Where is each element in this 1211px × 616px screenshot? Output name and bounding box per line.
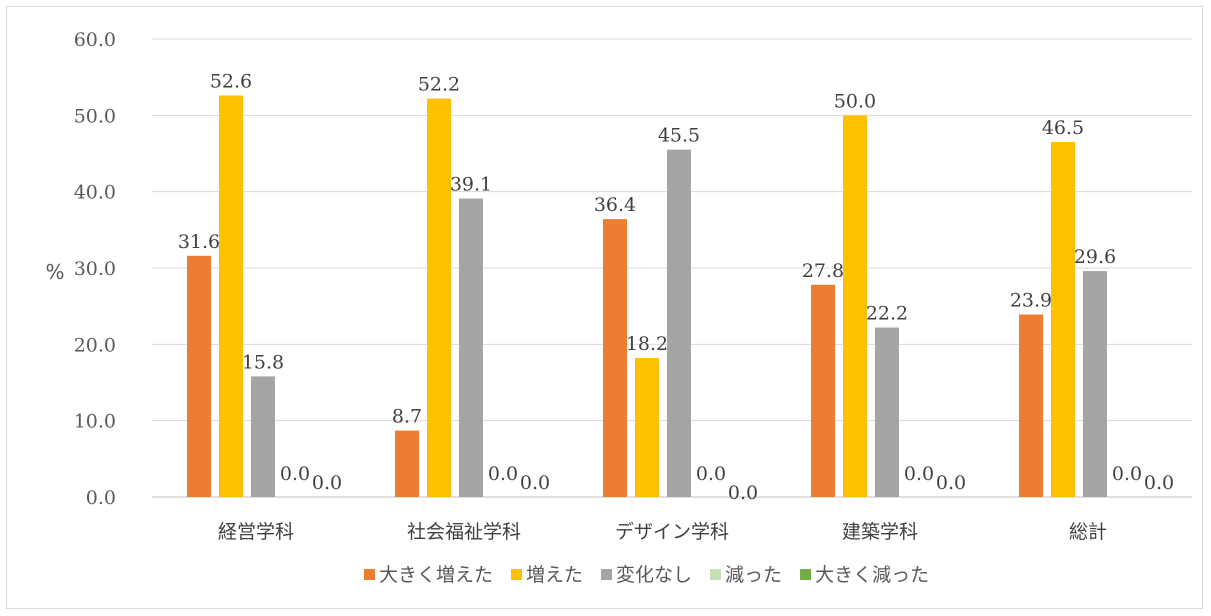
data-label: 0.0 xyxy=(1144,472,1174,494)
y-tick-label: 40.0 xyxy=(74,182,116,204)
bar xyxy=(811,284,835,497)
data-label: 23.9 xyxy=(1010,290,1052,312)
data-label: 36.4 xyxy=(594,194,636,216)
bar xyxy=(635,358,659,497)
category-label: 建築学科 xyxy=(842,521,918,543)
bar xyxy=(395,430,419,497)
data-label: 27.8 xyxy=(802,260,844,282)
data-label: 8.7 xyxy=(392,406,422,428)
bar xyxy=(875,327,899,497)
legend-swatch xyxy=(601,569,613,580)
category-label: 社会福祉学科 xyxy=(407,521,521,543)
data-label: 0.0 xyxy=(696,463,726,485)
bar xyxy=(459,198,483,497)
data-label: 0.0 xyxy=(488,463,518,485)
legend-label: 増えた xyxy=(526,564,583,586)
category-label: 経営学科 xyxy=(218,521,294,543)
data-label: 0.0 xyxy=(728,482,758,504)
y-tick-label: 0.0 xyxy=(86,487,116,509)
data-label: 52.6 xyxy=(210,70,252,92)
y-tick-label: 50.0 xyxy=(74,105,116,127)
data-label: 22.2 xyxy=(866,303,908,325)
category-label: デザイン学科 xyxy=(615,521,729,543)
legend-swatch xyxy=(800,569,812,580)
data-label: 0.0 xyxy=(520,472,550,494)
legend-swatch xyxy=(511,569,523,580)
data-label: 45.5 xyxy=(658,125,700,147)
legend-label: 大きく減った xyxy=(815,564,929,586)
legend-label: 減った xyxy=(725,564,782,586)
bar xyxy=(187,255,211,497)
y-tick-label: 10.0 xyxy=(74,411,116,433)
bar xyxy=(843,115,867,497)
bar xyxy=(667,149,691,497)
y-tick-label: 20.0 xyxy=(74,334,116,356)
legend-swatch xyxy=(710,569,722,580)
bar xyxy=(1051,142,1075,498)
category-label: 総計 xyxy=(1069,521,1107,543)
bar xyxy=(1019,314,1043,497)
data-label: 0.0 xyxy=(1112,463,1142,485)
data-label: 18.2 xyxy=(626,333,668,355)
bar xyxy=(251,376,275,497)
data-label: 46.5 xyxy=(1042,117,1084,139)
data-label: 29.6 xyxy=(1074,246,1116,268)
data-label: 0.0 xyxy=(904,463,934,485)
legend-label: 変化なし xyxy=(616,564,692,586)
data-label: 39.1 xyxy=(450,174,492,196)
y-axis-label: % xyxy=(45,260,64,284)
data-label: 50.0 xyxy=(834,90,876,112)
data-label: 15.8 xyxy=(242,351,284,373)
y-tick-label: 30.0 xyxy=(74,258,116,280)
bar xyxy=(427,98,451,497)
y-tick-label: 60.0 xyxy=(74,29,116,51)
bar xyxy=(1083,271,1107,497)
data-label: 52.2 xyxy=(418,74,460,96)
legend-swatch xyxy=(364,569,375,580)
data-label: 0.0 xyxy=(280,463,310,485)
data-label: 0.0 xyxy=(936,472,966,494)
bar xyxy=(603,219,627,497)
bar xyxy=(219,95,243,497)
data-label: 31.6 xyxy=(178,231,220,253)
legend-label: 大きく増えた xyxy=(379,564,493,586)
data-label: 0.0 xyxy=(312,472,342,494)
